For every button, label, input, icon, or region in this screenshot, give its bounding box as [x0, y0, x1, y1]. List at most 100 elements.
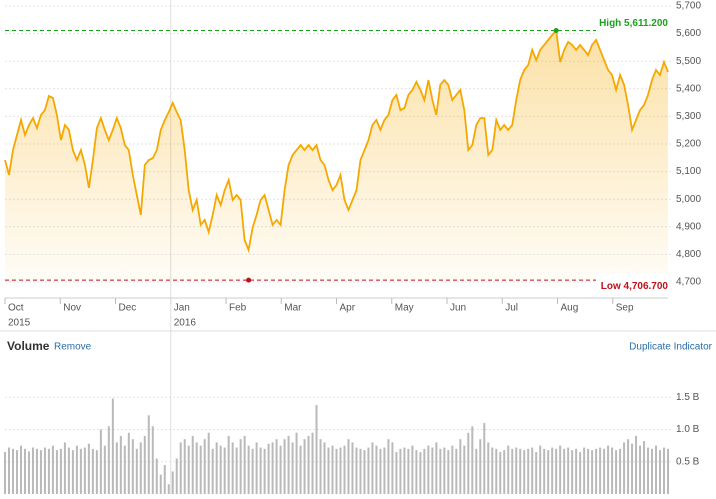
- y-tick-label: 5,100: [676, 166, 701, 177]
- volume-bar: [395, 452, 398, 494]
- volume-bar: [231, 442, 234, 494]
- volume-bar: [599, 447, 602, 494]
- volume-bar: [543, 448, 546, 494]
- annotation-label: Low 4,706.700: [601, 281, 669, 292]
- volume-bar: [375, 445, 378, 494]
- volume-bar: [643, 441, 646, 494]
- y-tick-label: 5,000: [676, 194, 701, 205]
- volume-bar: [607, 445, 610, 494]
- duplicate-link[interactable]: Duplicate Indicator: [629, 342, 712, 353]
- volume-bar: [619, 448, 622, 494]
- volume-bar: [423, 448, 426, 494]
- volume-bar: [283, 439, 286, 494]
- volume-bar: [139, 442, 142, 494]
- volume-bar: [159, 474, 162, 494]
- x-tick-label: Sep: [616, 303, 634, 314]
- volume-bar: [199, 445, 202, 494]
- volume-bar: [111, 398, 114, 494]
- volume-bar: [567, 447, 570, 494]
- y-tick-label: 4,700: [676, 277, 701, 288]
- volume-bar: [351, 442, 354, 494]
- volume-bar: [383, 447, 386, 494]
- volume-bar: [455, 448, 458, 494]
- volume-bar: [343, 445, 346, 494]
- volume-bar: [491, 447, 494, 494]
- volume-bar: [467, 432, 470, 494]
- volume-bar: [191, 435, 194, 494]
- volume-bar: [275, 439, 278, 494]
- x-tick-label: Jun: [450, 303, 466, 314]
- x-tick-label: Jan: [174, 303, 190, 314]
- volume-bar: [551, 447, 554, 494]
- volume-bar: [307, 435, 310, 494]
- y-tick-label: 4,900: [676, 221, 701, 232]
- volume-bar: [75, 445, 78, 494]
- volume-bar: [163, 464, 166, 494]
- volume-bar: [71, 450, 74, 494]
- volume-bar: [339, 447, 342, 494]
- volume-bar: [91, 448, 94, 494]
- volume-bar: [459, 439, 462, 494]
- volume-bar: [7, 447, 10, 494]
- volume-bar: [399, 448, 402, 494]
- volume-bar: [299, 445, 302, 494]
- volume-bar: [147, 415, 150, 494]
- y-tick-label: 1.0 B: [676, 424, 700, 435]
- volume-bar: [379, 448, 382, 494]
- volume-bar: [575, 448, 578, 494]
- volume-bar: [271, 442, 274, 494]
- volume-bar: [247, 445, 250, 494]
- volume-bar: [279, 445, 282, 494]
- volume-bar: [219, 445, 222, 494]
- volume-bar: [667, 448, 669, 494]
- volume-bar: [323, 442, 326, 494]
- volume-bar: [35, 448, 38, 494]
- volume-bar: [143, 435, 146, 494]
- volume-bar: [411, 445, 414, 494]
- volume-bar: [87, 443, 90, 494]
- volume-bar: [239, 439, 242, 494]
- volume-bar: [535, 452, 538, 494]
- volume-bar: [475, 448, 478, 494]
- volume-bar: [603, 448, 606, 494]
- x-tick-label: Aug: [561, 303, 579, 314]
- volume-bar: [635, 435, 638, 494]
- volume-bar: [263, 448, 266, 494]
- x-tick-label: Apr: [340, 303, 356, 314]
- volume-bar: [319, 439, 322, 494]
- volume-bar: [27, 451, 30, 494]
- volume-bar: [123, 445, 126, 494]
- volume-bar: [327, 447, 330, 494]
- x-year-label: 2015: [8, 318, 31, 329]
- volume-bar: [427, 445, 430, 494]
- annotation-dot: [553, 28, 559, 34]
- volume-bar: [103, 445, 106, 494]
- volume-bar: [95, 450, 98, 494]
- volume-bar: [651, 448, 654, 494]
- volume-bar: [4, 452, 6, 494]
- volume-bar: [663, 447, 666, 494]
- volume-bar: [243, 435, 246, 494]
- volume-bar: [207, 432, 210, 494]
- price-line: [4, 28, 669, 254]
- volume-bar: [387, 439, 390, 494]
- annotation-dot: [246, 277, 252, 283]
- y-tick-label: 4,800: [676, 249, 701, 260]
- volume-bar: [483, 423, 486, 494]
- volume-bar: [583, 447, 586, 494]
- x-tick-label: Dec: [119, 303, 137, 314]
- volume-bar: [479, 439, 482, 494]
- volume-bar: [195, 442, 198, 494]
- volume-bar: [615, 450, 618, 494]
- volume-bar: [531, 447, 534, 494]
- volume-bar: [503, 450, 506, 494]
- volume-bar: [499, 452, 502, 494]
- remove-link[interactable]: Remove: [54, 342, 92, 353]
- volume-bar: [43, 447, 46, 494]
- volume-bar: [571, 450, 574, 494]
- volume-bar: [507, 445, 510, 494]
- volume-bar: [563, 448, 566, 494]
- volume-bar: [215, 442, 218, 494]
- volume-bar: [659, 450, 662, 494]
